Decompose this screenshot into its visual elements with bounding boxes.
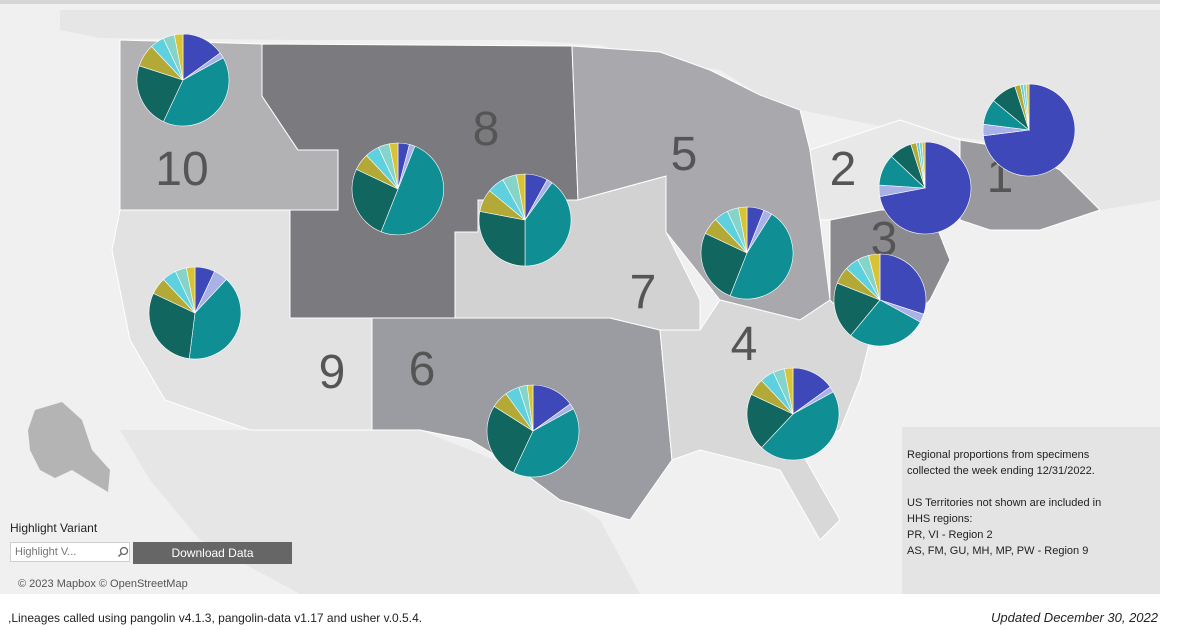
map-canvas[interactable]: 10 8 5 2 1 3 7 4 9 6	[0, 4, 1160, 594]
pie-slice[interactable]	[389, 142, 399, 190]
pie-region-4[interactable]	[746, 367, 840, 461]
download-data-button[interactable]: Download Data	[133, 542, 292, 564]
pie-slice[interactable]	[784, 367, 794, 415]
pie-slice[interactable]	[879, 253, 927, 315]
pie-region-3[interactable]	[833, 253, 927, 347]
pie-region-1[interactable]	[982, 83, 1076, 177]
region-5-number: 5	[671, 128, 698, 181]
pie-slice[interactable]	[186, 266, 196, 314]
pie-slice[interactable]	[850, 299, 921, 347]
pie-slice[interactable]	[833, 282, 881, 336]
highlight-variant-label: Highlight Variant	[10, 521, 98, 535]
pie-slice[interactable]	[700, 233, 748, 297]
pie-slice[interactable]	[921, 141, 926, 189]
footer-methods-note: ,Lineages called using pangolin v4.1.3, …	[8, 611, 423, 625]
pie-slice[interactable]	[524, 182, 572, 267]
region-8-number: 8	[473, 103, 500, 156]
region-7-number: 7	[630, 266, 657, 319]
pie-slice[interactable]	[380, 145, 444, 236]
pie-slice[interactable]	[148, 293, 196, 359]
pie-slice[interactable]	[136, 65, 184, 123]
region-2-number: 2	[830, 143, 857, 196]
note-line: PR, VI - Region 2	[907, 529, 993, 541]
canada-land	[60, 10, 1160, 210]
note-line: US Territories not shown are included in	[907, 497, 1102, 509]
pie-slice[interactable]	[729, 213, 794, 300]
pie-slice[interactable]	[746, 394, 794, 448]
pie-region-5[interactable]	[700, 206, 794, 300]
pie-slice[interactable]	[516, 173, 526, 221]
pie-slice[interactable]	[738, 206, 748, 254]
pie-slice[interactable]	[1025, 83, 1030, 131]
note-line: Regional proportions from specimens	[907, 449, 1090, 461]
pie-slice[interactable]	[163, 57, 230, 127]
top-divider	[0, 0, 1160, 4]
pie-slice[interactable]	[526, 384, 534, 432]
note-line: AS, FM, GU, MH, MP, PW - Region 9	[907, 545, 1089, 557]
pie-slice[interactable]	[513, 408, 580, 478]
pie-slice[interactable]	[174, 33, 184, 81]
pie-slice[interactable]	[351, 169, 399, 233]
pie-region-10[interactable]	[136, 33, 230, 127]
highlight-variant-input[interactable]	[10, 542, 130, 562]
pie-slice[interactable]	[868, 253, 881, 301]
region-10-number: 10	[155, 143, 208, 196]
pie-slice[interactable]	[761, 391, 840, 461]
note-line: collected the week ending 12/31/2022.	[907, 465, 1095, 477]
region-6-number: 6	[409, 343, 436, 396]
search-icon[interactable]	[116, 545, 130, 559]
pie-slice[interactable]	[486, 405, 534, 474]
pie-region-2[interactable]	[878, 141, 972, 235]
pie-region-7[interactable]	[478, 173, 572, 267]
alaska-shape	[28, 402, 110, 492]
pie-region-8[interactable]	[351, 142, 444, 236]
footer-updated-date: Updated December 30, 2022	[991, 610, 1158, 625]
pie-region-6[interactable]	[486, 384, 580, 478]
note-line: HHS regions:	[907, 513, 973, 525]
region-4-number: 4	[731, 318, 758, 371]
pie-slice[interactable]	[478, 211, 526, 267]
notes-panel	[902, 427, 1160, 594]
region-9-area[interactable]	[111, 209, 373, 431]
pie-region-9[interactable]	[148, 266, 242, 360]
map-attribution[interactable]: © 2023 Mapbox © OpenStreetMap	[18, 578, 188, 590]
region-9-number: 9	[319, 346, 346, 399]
pie-slice[interactable]	[188, 279, 242, 360]
